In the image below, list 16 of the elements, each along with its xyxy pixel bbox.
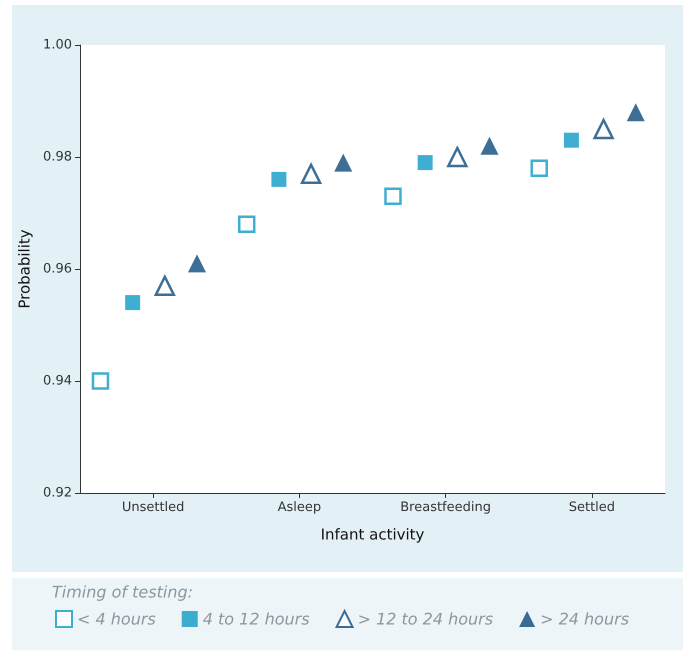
y-tick-label: 0.94: [43, 374, 72, 388]
y-tick-label: 0.96: [43, 262, 72, 276]
y-tick-label: 0.92: [43, 486, 72, 500]
legend-label: 4 to 12 hours: [202, 610, 310, 628]
y-axis-title: Probability: [16, 229, 34, 309]
x-tick-label: Asleep: [278, 500, 322, 515]
legend-label: > 12 to 24 hours: [358, 610, 494, 628]
y-tick-label: 1.00: [43, 38, 72, 52]
x-axis-title: Infant activity: [320, 526, 425, 544]
legend-label: > 24 hours: [540, 610, 630, 628]
y-tick-label: 0.98: [43, 150, 72, 164]
legend-label: < 4 hours: [77, 610, 156, 628]
x-tick-label: Settled: [568, 500, 616, 515]
legend-title: Timing of testing:: [52, 582, 193, 602]
x-tick-label: Unsettled: [122, 500, 184, 515]
x-tick-label: Breastfeeding: [400, 500, 491, 515]
